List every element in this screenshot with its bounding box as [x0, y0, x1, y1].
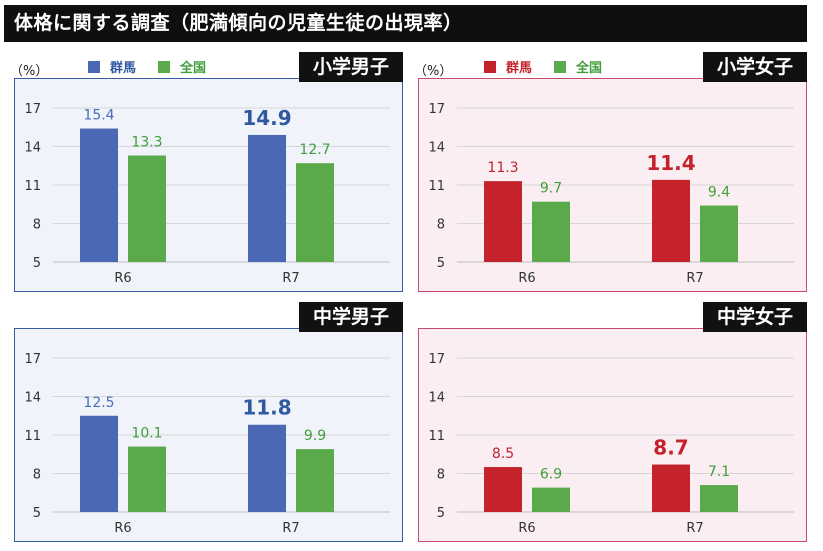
- x-tick-label: R6: [114, 271, 131, 286]
- chart-svg-elementary-girls: 5 8 11 14 17 11.3 9.7 R6 11.4 9.4 R7: [419, 79, 808, 293]
- chart-title-elementary-girls: 小学女子: [703, 52, 807, 82]
- bar-national: [700, 206, 738, 262]
- unit-label-top-left: （%）: [10, 60, 48, 79]
- x-tick-label: R7: [686, 271, 703, 286]
- legend-item-gunma: 群馬: [484, 57, 532, 76]
- y-tick-label: 17: [428, 352, 445, 367]
- y-tick-label: 14: [428, 141, 445, 156]
- y-tick-label: 8: [33, 468, 41, 483]
- chart-title-junior-high-girls: 中学女子: [703, 302, 807, 332]
- y-tick-label: 5: [437, 256, 445, 271]
- data-label: 14.9: [242, 106, 291, 130]
- bar-gunma: [484, 181, 522, 262]
- data-label: 6.9: [540, 467, 562, 483]
- bar-national: [128, 155, 166, 262]
- x-tick-label: R6: [114, 521, 131, 536]
- bar-gunma: [484, 467, 522, 512]
- y-tick-label: 11: [24, 429, 41, 444]
- y-tick-label: 17: [24, 102, 41, 117]
- legend-item-gunma: 群馬: [88, 57, 136, 76]
- data-label: 10.1: [131, 426, 162, 442]
- data-label: 15.4: [83, 108, 114, 124]
- y-tick-label: 11: [428, 429, 445, 444]
- legend-swatch-national: [554, 61, 566, 73]
- unit-label-top-right: （%）: [414, 60, 452, 79]
- x-tick-label: R7: [282, 521, 299, 536]
- legend-swatch-national: [158, 61, 170, 73]
- data-label: 13.3: [131, 134, 162, 150]
- x-tick-label: R7: [686, 521, 703, 536]
- y-tick-label: 8: [33, 218, 41, 233]
- chart-panel-elementary-girls: 5 8 11 14 17 11.3 9.7 R6 11.4 9.4 R7: [418, 78, 807, 292]
- x-tick-label: R6: [518, 521, 535, 536]
- bar-national: [128, 447, 166, 512]
- legend-item-national: 全国: [554, 57, 602, 76]
- y-tick-label: 14: [428, 391, 445, 406]
- chart-svg-elementary-boys: 5 8 11 14 17 15.4 13.3 R6 14.9 12.7 R7: [15, 79, 404, 293]
- data-label: 8.5: [492, 446, 514, 462]
- y-tick-label: 11: [24, 179, 41, 194]
- bar-national: [532, 202, 570, 262]
- page-title: 体格に関する調査（肥満傾向の児童生徒の出現率）: [4, 5, 807, 42]
- chart-title-junior-high-boys: 中学男子: [299, 302, 403, 332]
- bar-national: [296, 163, 334, 262]
- legend-label-gunma: 群馬: [506, 57, 532, 76]
- x-tick-label: R7: [282, 271, 299, 286]
- y-tick-label: 14: [24, 141, 41, 156]
- y-tick-label: 5: [437, 506, 445, 521]
- legend-item-national: 全国: [158, 57, 206, 76]
- legend-label-national: 全国: [180, 57, 206, 76]
- bar-gunma: [248, 135, 286, 262]
- x-tick-label: R6: [518, 271, 535, 286]
- y-tick-label: 8: [437, 218, 445, 233]
- bar-gunma: [80, 416, 118, 512]
- data-label: 7.1: [708, 464, 730, 480]
- y-tick-label: 14: [24, 391, 41, 406]
- data-label: 12.5: [83, 395, 114, 411]
- bar-gunma: [80, 129, 118, 262]
- bar-gunma: [248, 425, 286, 512]
- chart-panel-junior-high-boys: 5 8 11 14 17 12.5 10.1 R6 11.8 9.9 R7: [14, 328, 403, 542]
- legend-label-gunma: 群馬: [110, 57, 136, 76]
- data-label: 9.4: [708, 185, 730, 201]
- legend-swatch-gunma: [88, 61, 100, 73]
- chart-svg-junior-high-boys: 5 8 11 14 17 12.5 10.1 R6 11.8 9.9 R7: [15, 329, 404, 543]
- bar-national: [296, 449, 334, 512]
- chart-svg-junior-high-girls: 5 8 11 14 17 8.5 6.9 R6 8.7 7.1 R7: [419, 329, 808, 543]
- data-label: 11.4: [646, 151, 695, 175]
- legend-swatch-gunma: [484, 61, 496, 73]
- y-tick-label: 11: [428, 179, 445, 194]
- y-tick-label: 5: [33, 256, 41, 271]
- chart-panel-elementary-boys: 5 8 11 14 17 15.4 13.3 R6 14.9 12.7 R7: [14, 78, 403, 292]
- data-label: 8.7: [653, 436, 688, 460]
- data-label: 11.3: [487, 160, 518, 176]
- data-label: 9.9: [304, 428, 326, 444]
- chart-title-elementary-boys: 小学男子: [299, 52, 403, 82]
- legend-right: 群馬 全国: [484, 57, 624, 76]
- chart-panel-junior-high-girls: 5 8 11 14 17 8.5 6.9 R6 8.7 7.1 R7: [418, 328, 807, 542]
- legend-left: 群馬 全国: [88, 57, 228, 76]
- y-tick-label: 17: [428, 102, 445, 117]
- y-tick-label: 8: [437, 468, 445, 483]
- y-tick-label: 5: [33, 506, 41, 521]
- data-label: 9.7: [540, 181, 562, 197]
- y-tick-label: 17: [24, 352, 41, 367]
- data-label: 12.7: [299, 142, 330, 158]
- data-label: 11.8: [242, 396, 291, 420]
- legend-label-national: 全国: [576, 57, 602, 76]
- bar-national: [700, 485, 738, 512]
- bar-national: [532, 488, 570, 512]
- bar-gunma: [652, 180, 690, 262]
- bar-gunma: [652, 465, 690, 512]
